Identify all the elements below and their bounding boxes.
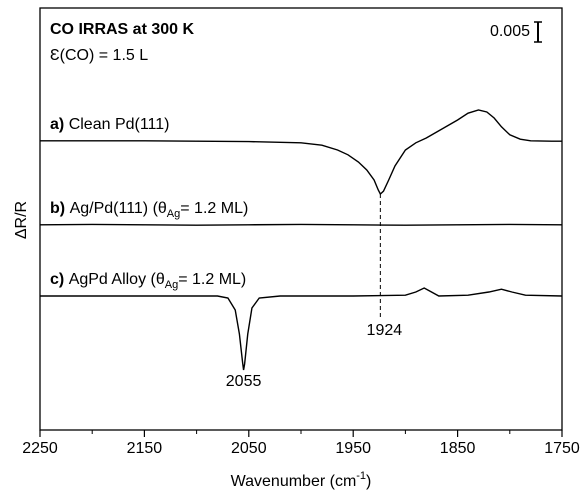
x-tick-label: 2150 bbox=[127, 440, 163, 457]
plot-frame bbox=[39, 7, 563, 431]
chart-title: CO IRRAS at 300 K bbox=[50, 21, 194, 38]
x-tick-label: 1750 bbox=[544, 440, 580, 457]
x-label-text: Wavenumber (cm bbox=[231, 473, 357, 490]
series-name-sub: Ag bbox=[167, 208, 180, 220]
chart-subtitle: Ɛ(CO) = 1.5 L bbox=[50, 47, 148, 64]
series-name: Clean Pd(111) bbox=[69, 116, 170, 133]
series-label: a) Clean Pd(111) bbox=[50, 116, 169, 133]
series-name: = 1.2 ML) bbox=[178, 271, 246, 288]
spectrum-line bbox=[39, 223, 563, 226]
series-name: Ag/Pd(111) (θ bbox=[70, 200, 167, 217]
series-label: b) Ag/Pd(111) (θAg= 1.2 ML) bbox=[50, 200, 248, 220]
annotation-label: 2055 bbox=[226, 373, 262, 390]
scale-bar-label: 0.005 bbox=[490, 23, 530, 40]
series-label: c) AgPd Alloy (θAg= 1.2 ML) bbox=[50, 271, 246, 291]
x-label-sup: -1 bbox=[356, 470, 366, 482]
x-label-text: ) bbox=[366, 473, 371, 490]
x-tick-label: 2250 bbox=[22, 440, 58, 457]
x-axis-label: Wavenumber (cm-1) bbox=[231, 470, 372, 490]
spectrum-line bbox=[40, 287, 563, 371]
y-axis-label: ΔR/R bbox=[13, 201, 30, 239]
x-tick-label: 1850 bbox=[440, 440, 476, 457]
series-name-sub: Ag bbox=[165, 279, 178, 291]
series-name: = 1.2 ML) bbox=[180, 200, 248, 217]
series-name: AgPd Alloy (θ bbox=[69, 271, 165, 288]
spectrum-line bbox=[40, 109, 562, 196]
series-prefix: a) bbox=[50, 116, 64, 133]
x-tick-label: 2050 bbox=[231, 440, 267, 457]
annotation-label: 1924 bbox=[367, 322, 403, 339]
x-tick-label: 1950 bbox=[335, 440, 371, 457]
series-prefix: c) bbox=[50, 271, 64, 288]
series-prefix: b) bbox=[50, 200, 65, 217]
